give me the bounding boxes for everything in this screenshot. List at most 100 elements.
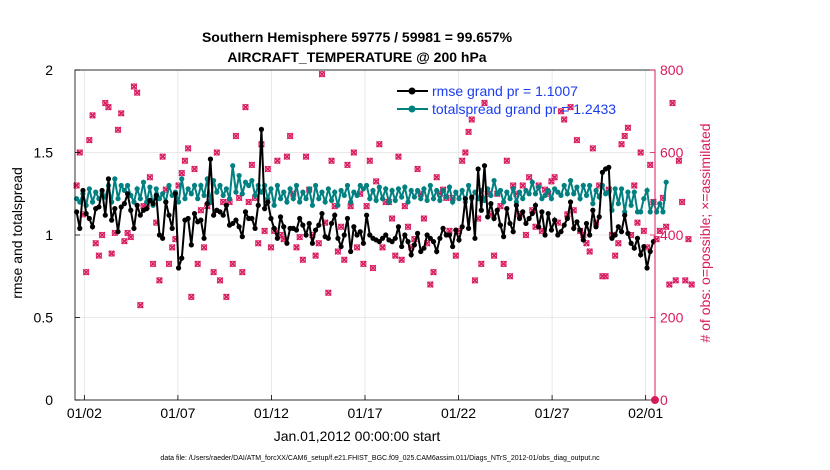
totalspread-point xyxy=(590,201,596,207)
rmse-point xyxy=(277,214,284,220)
totalspread-point xyxy=(453,189,459,195)
totalspread-point xyxy=(182,196,188,202)
totalspread-point xyxy=(638,209,644,215)
rmse-point xyxy=(306,220,312,227)
obs-possible-point xyxy=(89,112,96,119)
obs-possible-point xyxy=(379,244,386,251)
rmse-point xyxy=(252,225,258,231)
obs-possible-point xyxy=(401,203,408,210)
rmse-point xyxy=(472,235,478,241)
obs-possible-point xyxy=(248,161,255,168)
totalspread-point xyxy=(175,199,182,205)
rmse-point xyxy=(481,163,488,169)
rmse-point xyxy=(475,166,481,172)
obs-possible-point xyxy=(490,252,498,259)
obs-possible-point xyxy=(465,128,472,135)
footer-note: data file: /Users/raeder/DAI/ATM_forcXX/… xyxy=(160,455,600,462)
totalspread-point xyxy=(332,189,338,195)
totalspread-point xyxy=(612,186,618,192)
totalspread-point xyxy=(258,189,265,195)
obs-possible-point xyxy=(86,137,93,144)
rmse-point xyxy=(293,227,300,233)
rmse-point xyxy=(478,207,484,213)
y-left-tick-label: 1 xyxy=(45,227,53,243)
chart-title-line2: AIRCRAFT_TEMPERATURE @ 200 hPa xyxy=(227,49,486,65)
totalspread-point xyxy=(156,196,163,202)
totalspread-point xyxy=(214,189,220,195)
totalspread-point xyxy=(437,197,443,203)
obs-possible-point xyxy=(526,174,533,181)
rmse-point xyxy=(507,220,513,227)
totalspread-point xyxy=(430,196,437,202)
rmse-point xyxy=(526,215,532,222)
totalspread-point xyxy=(580,182,586,189)
rmse-point xyxy=(96,204,102,210)
totalspread-point xyxy=(587,182,593,189)
totalspread-point xyxy=(510,186,516,192)
rmse-point xyxy=(351,224,357,230)
legend-marker xyxy=(408,87,416,95)
rmse-point xyxy=(281,224,287,230)
obs-possible-point xyxy=(188,293,195,300)
rmse-point xyxy=(102,212,108,218)
rmse-point xyxy=(587,232,593,238)
rmse-point xyxy=(405,239,411,245)
obs-possible-point xyxy=(414,165,421,173)
y-left-tick-label: 2 xyxy=(45,62,53,78)
rmse-point xyxy=(131,225,137,231)
y-left-tick-label: 1.5 xyxy=(34,145,54,161)
rmse-point xyxy=(440,225,446,231)
totalspread-point xyxy=(571,191,577,197)
obs-possible-point xyxy=(229,260,236,267)
totalspread-point xyxy=(644,187,650,194)
obs-possible-point xyxy=(659,194,667,201)
legend-label: totalspread grand pr = 1.2433 xyxy=(432,101,616,117)
rmse-point xyxy=(529,210,535,217)
rmse-point xyxy=(558,229,564,235)
totalspread-point xyxy=(504,189,510,195)
totalspread-point xyxy=(360,186,367,192)
rmse-point xyxy=(424,232,430,238)
rmse-point xyxy=(571,225,577,231)
totalspread-point xyxy=(657,201,663,207)
totalspread-point xyxy=(328,197,335,203)
obs-possible-point xyxy=(503,157,510,164)
totalspread-point xyxy=(443,194,449,200)
totalspread-point xyxy=(242,179,249,185)
obs-possible-point xyxy=(675,157,683,164)
obs-possible-point xyxy=(325,289,332,296)
x-tick-label: 01/07 xyxy=(160,405,195,421)
rmse-point xyxy=(242,209,249,215)
obs-possible-point xyxy=(105,104,112,111)
totalspread-point xyxy=(344,182,351,189)
totalspread-point xyxy=(140,179,147,185)
rmse-point xyxy=(497,222,504,228)
totalspread-point xyxy=(405,199,411,205)
totalspread-point xyxy=(539,196,545,202)
rmse-point xyxy=(634,235,641,241)
totalspread-point xyxy=(191,182,198,189)
obs-possible-point xyxy=(640,227,647,234)
totalspread-point xyxy=(274,182,280,189)
totalspread-point xyxy=(411,194,417,200)
totalspread-point xyxy=(564,191,570,197)
legend-marker xyxy=(408,105,416,113)
totalspread-point xyxy=(424,197,430,203)
obs-possible-point xyxy=(567,104,574,111)
rmse-point xyxy=(297,215,303,222)
totalspread-point xyxy=(335,202,341,208)
totalspread-point xyxy=(583,192,590,198)
totalspread-point xyxy=(647,209,653,215)
rmse-point xyxy=(427,235,433,241)
obs-possible-point xyxy=(137,302,144,309)
obs-possible-point xyxy=(373,178,380,185)
rmse-point xyxy=(408,252,414,258)
rmse-point xyxy=(638,252,644,258)
totalspread-point xyxy=(160,191,166,197)
obs-possible-point xyxy=(392,252,399,259)
rmse-point xyxy=(348,248,354,255)
obs-possible-point xyxy=(302,153,310,160)
y-axis-right-label: # of obs: o=possible; ×=assimilated xyxy=(697,123,713,342)
totalspread-point xyxy=(239,191,245,197)
rmse-point xyxy=(300,222,306,228)
